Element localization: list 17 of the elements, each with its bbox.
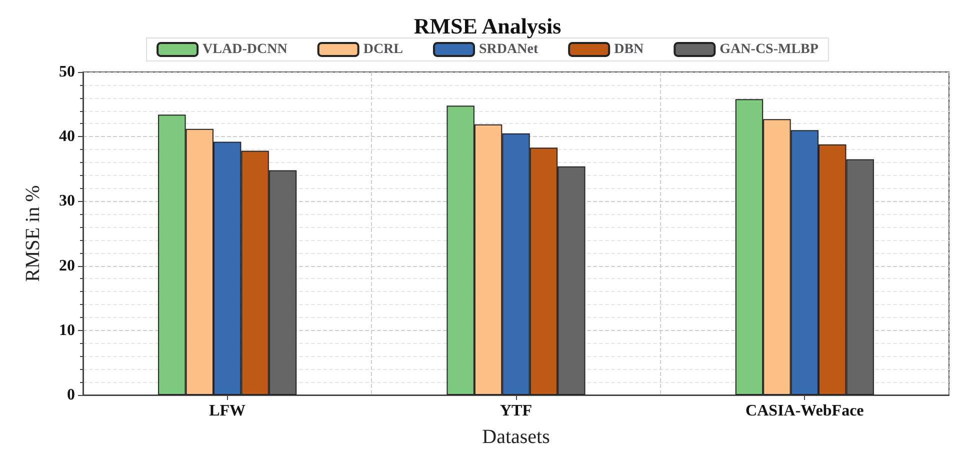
x-tick-label: CASIA-WebFace: [746, 402, 864, 420]
legend-label: DBN: [614, 42, 644, 57]
y-tick-label: 40: [59, 128, 75, 146]
x-tick-label: YTF: [500, 402, 532, 420]
legend-label: DCRL: [363, 42, 404, 57]
y-tick-label: 30: [59, 192, 75, 210]
y-tick-label: 20: [59, 257, 75, 274]
legend-label: VLAD-DCNN: [202, 42, 288, 57]
y-tick-label: 10: [59, 322, 75, 339]
legend-label: GAN-CS-MLBP: [720, 42, 819, 57]
chart-title: RMSE Analysis: [414, 14, 562, 38]
x-axis-title: Datasets: [482, 426, 550, 448]
x-tick-label: LFW: [209, 402, 246, 420]
y-tick-label: 50: [59, 64, 75, 80]
y-axis-title: RMSE in %: [22, 185, 44, 282]
y-tick-label: 0: [67, 386, 75, 404]
legend-label: SRDANet: [479, 42, 538, 57]
